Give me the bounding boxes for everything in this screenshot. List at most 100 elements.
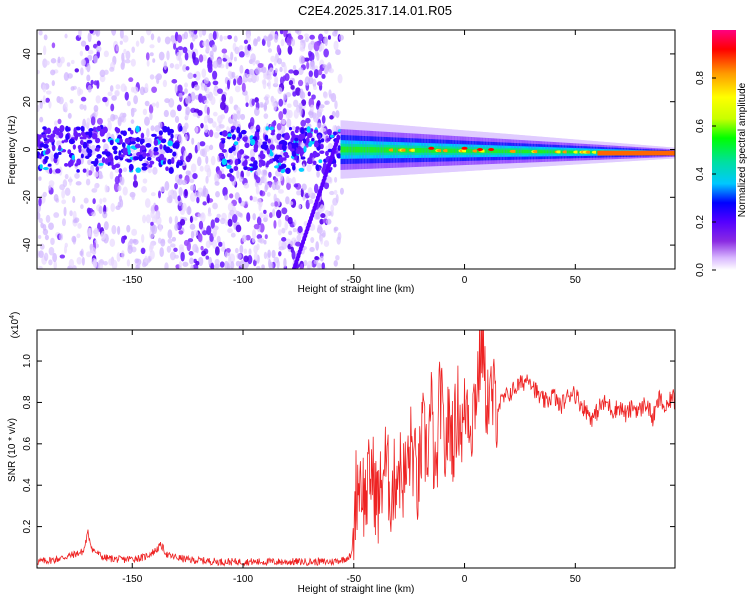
spectrogram-cell <box>133 95 138 105</box>
spectrogram-cell <box>255 167 262 176</box>
spectrogram-cell <box>225 61 229 70</box>
spectrogram-cell <box>292 164 296 171</box>
spectrogram-cell <box>123 48 127 55</box>
spectrogram-cell <box>254 97 259 103</box>
spectrogram-cell <box>125 50 131 60</box>
spectrogram-cell <box>124 137 131 145</box>
spectrogram-cell <box>297 225 303 234</box>
spectrogram-cell <box>168 194 173 204</box>
spectrogram-cell <box>225 55 229 60</box>
spectrogram-cell <box>93 55 99 64</box>
spectrogram-cell <box>158 136 163 141</box>
spectrogram-cell <box>327 35 331 40</box>
spectrogram-cell <box>301 99 307 106</box>
spectrogram-cell <box>261 264 265 269</box>
svg-text:(x104): (x104) <box>9 312 21 339</box>
spectrogram-cell <box>317 134 322 140</box>
spectrogram-cell <box>40 222 44 229</box>
spectrogram-cell <box>214 263 220 269</box>
spectrogram-cell <box>75 126 81 131</box>
spectrogram-cell <box>82 168 87 173</box>
spectrogram-cell <box>311 137 315 142</box>
spectrogram-cell <box>258 202 262 212</box>
spectrogram-cell <box>207 61 213 70</box>
spectrogram-cell <box>102 96 108 103</box>
spectrogram-cell <box>293 219 297 227</box>
spectrogram-cell <box>234 158 239 166</box>
spectrogram-cell <box>64 163 69 167</box>
spectrogram-cell <box>297 34 304 40</box>
spectrogram-cell <box>313 129 319 134</box>
spectrogram-cell <box>492 149 496 153</box>
spectrogram-cell <box>37 69 40 75</box>
spectrogram-cell <box>306 126 311 133</box>
spectrogram-cell <box>503 149 507 153</box>
spectrogram-cell <box>307 187 313 197</box>
spectrogram-cell <box>249 195 253 201</box>
spectrogram-cell <box>119 198 124 208</box>
spectrogram-cell <box>248 68 255 76</box>
spectrogram-cell <box>39 99 43 110</box>
spectrogram-cell <box>150 125 155 132</box>
spectrogram-cell <box>385 147 389 153</box>
spectrogram-cell <box>288 69 294 74</box>
spectrogram-cell <box>173 43 177 50</box>
spectrogram-cell <box>38 234 42 239</box>
spectrogram-cell <box>95 30 101 37</box>
spectrogram-cell <box>151 224 158 235</box>
spectrogram-cell <box>115 127 121 134</box>
spectrogram-cell <box>318 159 323 164</box>
spectrogram-cell <box>74 68 80 73</box>
spectrogram-cell <box>166 148 171 153</box>
spectrogram-cell <box>85 178 91 186</box>
spectrogram-cell <box>229 95 234 105</box>
chart-title: C2E4.2025.317.14.01.R05 <box>298 3 452 18</box>
spectrogram-cell <box>187 238 194 243</box>
spectrogram-cell <box>313 113 319 123</box>
spectrogram-cell <box>132 86 139 94</box>
spectrogram-cell <box>313 183 319 194</box>
spectrogram-cell <box>321 262 326 269</box>
spectrogram-cell <box>158 51 165 61</box>
spectrogram-x-label: Height of straight line (km) <box>298 284 415 295</box>
spectrogram-cell <box>245 93 249 103</box>
spectrogram-cell <box>164 36 171 45</box>
spectrogram-cell <box>322 229 326 237</box>
spectrogram-cell <box>68 176 72 186</box>
spectrogram-cell <box>320 213 326 219</box>
spectrogram-cell <box>120 130 125 135</box>
spectrogram-cell <box>276 44 281 54</box>
spectrogram-cell <box>132 180 139 188</box>
spectrogram-cell <box>196 196 200 204</box>
spectrogram-cell <box>204 99 209 104</box>
spectrogram-cell <box>262 141 268 145</box>
spectrogram-cell <box>184 88 188 94</box>
spectrogram-cell <box>246 170 251 177</box>
spectrogram-cell <box>164 98 170 104</box>
spectrogram-cell <box>252 259 257 267</box>
spectrogram-cell <box>202 40 208 47</box>
spectrogram-cell <box>208 32 214 41</box>
spectrogram-cell <box>63 101 68 111</box>
spectrogram-cell <box>42 45 47 56</box>
spectrogram-cell <box>85 131 90 135</box>
spectrogram-cell <box>259 190 263 196</box>
spectrogram-cell <box>204 124 209 134</box>
spectrogram-cell <box>396 147 400 153</box>
spectrogram-cell <box>376 147 380 153</box>
spectrogram-cell <box>309 246 315 253</box>
spectrogram-cell <box>187 72 194 80</box>
spectrogram-cell <box>99 263 104 269</box>
spectrogram-cell <box>571 150 575 154</box>
spectrogram-cell <box>185 66 190 71</box>
spectrogram-cell <box>279 30 284 35</box>
spectrogram-cell <box>48 185 52 191</box>
spectrogram-cell <box>251 229 257 240</box>
spectrogram-cell <box>197 141 201 152</box>
spectrogram-cell <box>109 238 116 247</box>
spectrogram-cell <box>283 64 287 74</box>
spectrogram-cell <box>198 93 202 103</box>
spectrogram-cell <box>87 159 93 166</box>
spectrogram-cell <box>184 82 189 88</box>
spectrogram-cell <box>294 137 299 142</box>
